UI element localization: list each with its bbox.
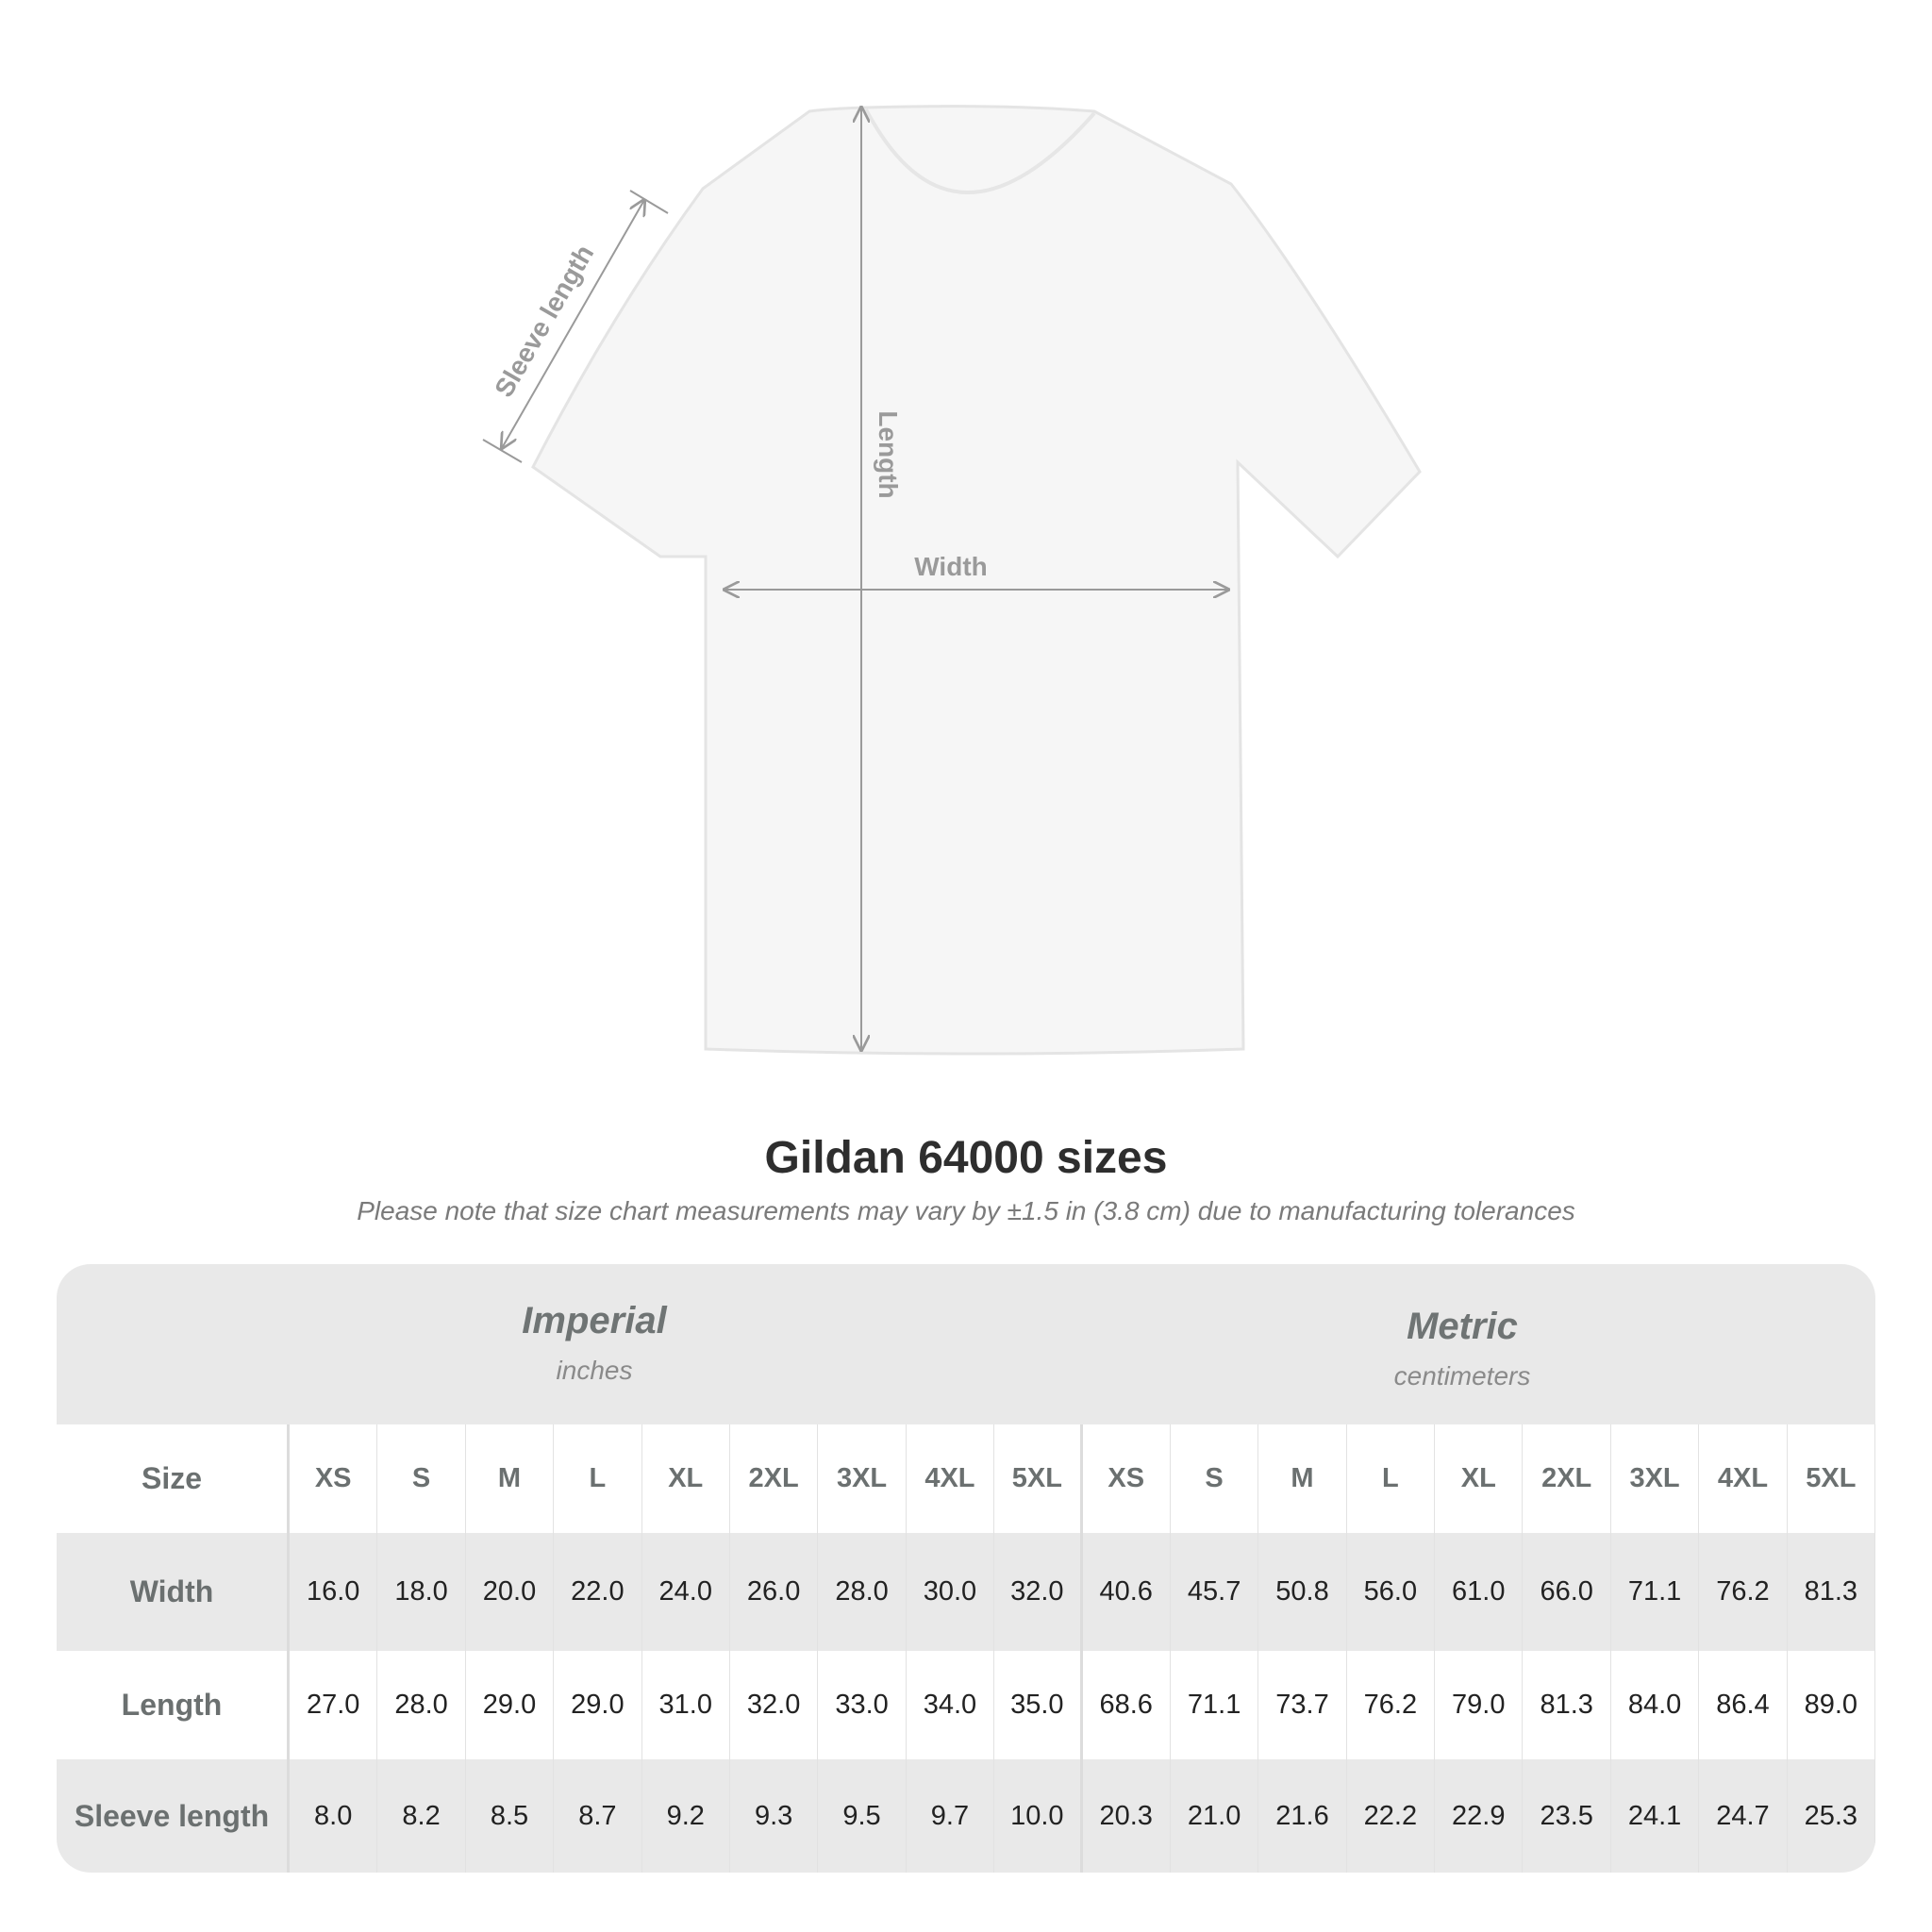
sleeve-arrow: [502, 200, 644, 448]
metric-header: Metric centimeters: [1226, 1306, 1698, 1391]
table-cell: 45.7: [1171, 1533, 1259, 1651]
table-cell: 8.2: [377, 1759, 466, 1873]
size-header-cell: 4XL: [1699, 1424, 1788, 1533]
size-header-cell: M: [466, 1424, 555, 1533]
table-cell: 73.7: [1258, 1651, 1347, 1759]
table-row: Length 27.0 28.0 29.0 29.0 31.0 32.0 33.0 34.0 35…: [57, 1651, 1875, 1759]
table-cell: 81.3: [1523, 1651, 1611, 1759]
table-cell: 22.0: [554, 1533, 642, 1651]
table-cell: 20.0: [466, 1533, 555, 1651]
table-cell: 9.3: [730, 1759, 819, 1873]
table-cell: 79.0: [1435, 1651, 1524, 1759]
size-header-cell: M: [1258, 1424, 1347, 1533]
imperial-header: Imperial inches: [358, 1300, 830, 1386]
row-label: Sleeve length: [57, 1759, 290, 1873]
size-header-cell: XL: [1435, 1424, 1524, 1533]
table-cell: 9.2: [642, 1759, 730, 1873]
table-cell: 32.0: [730, 1651, 819, 1759]
table-cell: 33.0: [818, 1651, 907, 1759]
table-cell: 61.0: [1435, 1533, 1524, 1651]
table-cell: 9.7: [907, 1759, 995, 1873]
table-cell: 23.5: [1523, 1759, 1611, 1873]
table-cell: 21.0: [1171, 1759, 1259, 1873]
size-row: Size XS S M L XL 2XL 3XL 4XL 5XL XS S M L XL 2XL 3XL 4XL 5…: [57, 1424, 1875, 1533]
table-cell: 50.8: [1258, 1533, 1347, 1651]
table-cell: 20.3: [1083, 1759, 1171, 1873]
table-cell: 71.1: [1171, 1651, 1259, 1759]
table-cell: 86.4: [1699, 1651, 1788, 1759]
table-cell: 32.0: [994, 1533, 1083, 1651]
table-cell: 30.0: [907, 1533, 995, 1651]
length-label: Length: [874, 410, 903, 498]
table-cell: 24.7: [1699, 1759, 1788, 1873]
size-header-cell: 2XL: [1523, 1424, 1611, 1533]
size-header-cell: 5XL: [994, 1424, 1083, 1533]
table-cell: 8.5: [466, 1759, 555, 1873]
size-header-cell: 3XL: [1611, 1424, 1700, 1533]
size-header-cell: XS: [290, 1424, 378, 1533]
table-cell: 34.0: [907, 1651, 995, 1759]
table-cell: 9.5: [818, 1759, 907, 1873]
table-cell: 27.0: [290, 1651, 378, 1759]
chart-title: Gildan 64000 sizes: [764, 1133, 1168, 1183]
table-cell: 76.2: [1347, 1651, 1436, 1759]
row-label: Width: [57, 1533, 290, 1651]
table-cell: 8.7: [554, 1759, 642, 1873]
tshirt-collar: [864, 108, 1096, 194]
imperial-unit: inches: [556, 1356, 633, 1385]
table-cell: 76.2: [1699, 1533, 1788, 1651]
table-cell: 18.0: [377, 1533, 466, 1651]
table-cell: 40.6: [1083, 1533, 1171, 1651]
table-cell: 68.6: [1083, 1651, 1171, 1759]
imperial-title: Imperial: [522, 1300, 667, 1341]
table-cell: 28.0: [818, 1533, 907, 1651]
metric-unit: centimeters: [1393, 1361, 1531, 1391]
table-cell: 56.0: [1347, 1533, 1436, 1651]
size-header-cell: 2XL: [730, 1424, 819, 1533]
table-cell: 24.1: [1611, 1759, 1700, 1873]
table-cell: 29.0: [554, 1651, 642, 1759]
size-header-cell: XS: [1083, 1424, 1171, 1533]
size-header-cell: 5XL: [1788, 1424, 1875, 1533]
table-cell: 31.0: [642, 1651, 730, 1759]
table-row: Width 16.0 18.0 20.0 22.0 24.0 26.0 28.0 30.0 32.…: [57, 1533, 1875, 1651]
tolerance-note: Please note that size chart measurements…: [357, 1196, 1575, 1225]
size-header-cell: S: [1171, 1424, 1259, 1533]
table-cell: 16.0: [290, 1533, 378, 1651]
table-header: Imperial inches Metric centimeters: [57, 1264, 1875, 1424]
table-row: Sleeve length 8.0 8.2 8.5 8.7 9.2 9.3 9.5 9.7 10.…: [57, 1759, 1875, 1873]
size-header-cell: L: [1347, 1424, 1436, 1533]
width-label: Width: [914, 552, 988, 581]
size-header-cell: L: [554, 1424, 642, 1533]
table-cell: 22.9: [1435, 1759, 1524, 1873]
table-cell: 35.0: [994, 1651, 1083, 1759]
row-label: Size: [57, 1424, 290, 1533]
table-cell: 22.2: [1347, 1759, 1436, 1873]
table-cell: 25.3: [1788, 1759, 1875, 1873]
table-cell: 21.6: [1258, 1759, 1347, 1873]
table-cell: 71.1: [1611, 1533, 1700, 1651]
table-cell: 8.0: [290, 1759, 378, 1873]
table-cell: 66.0: [1523, 1533, 1611, 1651]
size-header-cell: 4XL: [907, 1424, 995, 1533]
size-header-cell: S: [377, 1424, 466, 1533]
table-cell: 29.0: [466, 1651, 555, 1759]
table-cell: 89.0: [1788, 1651, 1875, 1759]
size-header-cell: 3XL: [818, 1424, 907, 1533]
metric-title: Metric: [1407, 1306, 1518, 1347]
table-cell: 24.0: [642, 1533, 730, 1651]
table-cell: 10.0: [994, 1759, 1083, 1873]
table-cell: 26.0: [730, 1533, 819, 1651]
row-label: Length: [57, 1651, 290, 1759]
table-cell: 81.3: [1788, 1533, 1875, 1651]
size-header-cell: XL: [642, 1424, 730, 1533]
table-cell: 28.0: [377, 1651, 466, 1759]
tshirt-diagram: Sleeve length Length Width: [482, 105, 1422, 1056]
table-cell: 84.0: [1611, 1651, 1700, 1759]
size-table: Imperial inches Metric centimeters Size X…: [57, 1264, 1875, 1873]
